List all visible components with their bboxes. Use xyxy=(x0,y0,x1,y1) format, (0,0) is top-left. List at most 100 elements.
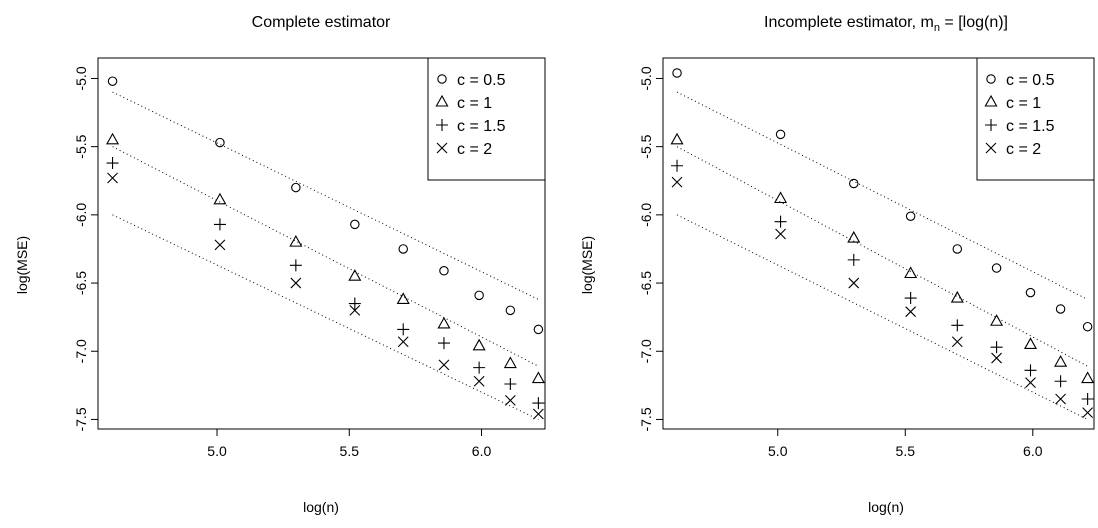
data-point xyxy=(990,314,1004,326)
legend-marker xyxy=(436,119,448,131)
reference-line xyxy=(676,214,1088,420)
data-point xyxy=(672,68,682,78)
data-point xyxy=(1054,355,1068,367)
reference-line xyxy=(112,91,539,300)
legend-label: c = 1.5 xyxy=(1006,118,1055,135)
data-point xyxy=(670,132,684,145)
y-tick-label: -6.0 xyxy=(638,203,654,227)
data-point xyxy=(847,230,861,243)
legend-marker xyxy=(984,94,998,107)
legend-label: c = 1 xyxy=(457,95,492,112)
x-axis-label: log(n) xyxy=(303,499,339,515)
data-point xyxy=(107,172,118,184)
y-axis-label: log(MSE) xyxy=(579,236,595,294)
legend-marker xyxy=(437,74,447,84)
reference-line xyxy=(676,146,1088,367)
data-point xyxy=(350,219,360,230)
series-triangle xyxy=(106,132,545,384)
data-point xyxy=(397,336,409,348)
data-point xyxy=(348,269,362,281)
series-circle xyxy=(672,68,1093,332)
legend: c = 0.5 c = 1 c = 1.5 c = 2 xyxy=(976,57,1095,181)
legend-label: c = 1 xyxy=(1006,95,1041,112)
legend-box xyxy=(427,57,546,181)
data-point xyxy=(107,76,118,86)
data-point xyxy=(438,359,450,371)
data-point xyxy=(775,129,786,140)
data-point xyxy=(1023,337,1038,349)
legend-label: c = 1.5 xyxy=(457,118,506,135)
data-point xyxy=(398,244,408,254)
title-main: Incomplete estimator, m xyxy=(764,14,934,31)
legend-label: c = 2 xyxy=(1006,141,1041,158)
panel-complete-estimator: Complete estimator log(n) log(MSE) 5.0 5.… xyxy=(14,14,546,515)
data-point xyxy=(848,277,860,289)
data-point xyxy=(474,290,484,301)
data-point xyxy=(951,319,964,332)
data-point xyxy=(1081,371,1095,384)
legend: c = 0.5 c = 1 c = 1.5 c = 2 xyxy=(427,57,546,181)
data-point xyxy=(951,336,963,348)
x-tick-label: 5.5 xyxy=(896,443,916,459)
y-tick-label: -6.5 xyxy=(638,271,654,295)
data-point xyxy=(533,324,544,335)
data-point xyxy=(1025,377,1036,389)
x-tick-label: 6.0 xyxy=(472,443,492,459)
data-point xyxy=(289,259,302,272)
data-point xyxy=(774,215,787,228)
data-point xyxy=(473,375,485,387)
data-point xyxy=(531,371,545,384)
data-point xyxy=(106,157,119,170)
data-point xyxy=(849,178,859,189)
data-point xyxy=(1054,375,1067,388)
data-point xyxy=(214,239,226,251)
data-point xyxy=(1025,287,1036,298)
data-point xyxy=(991,263,1002,273)
y-tick-label: -7.0 xyxy=(73,339,89,363)
legend-label: c = 0.5 xyxy=(1006,72,1055,89)
y-tick-label: -7.5 xyxy=(638,407,654,431)
data-point xyxy=(473,361,486,374)
series-plus xyxy=(671,159,1094,405)
data-point xyxy=(503,356,517,369)
series-cross xyxy=(671,176,1094,419)
data-point xyxy=(439,266,449,276)
reference-line xyxy=(676,91,1088,300)
legend-marker xyxy=(435,94,449,107)
data-point xyxy=(396,292,410,304)
legend-marker xyxy=(985,142,997,154)
data-point xyxy=(1081,392,1094,405)
y-tick-label: -7.0 xyxy=(638,339,654,363)
data-point xyxy=(1082,407,1094,419)
data-point xyxy=(1024,364,1037,377)
y-tick-label: -5.5 xyxy=(638,134,654,158)
series-plus xyxy=(106,157,545,410)
plot-frame xyxy=(662,57,1095,430)
data-point xyxy=(774,191,788,204)
data-point xyxy=(437,316,451,329)
data-point xyxy=(952,244,963,254)
x-tick-label: 6.0 xyxy=(1023,443,1043,459)
data-point xyxy=(1055,393,1066,405)
y-tick-label: -5.0 xyxy=(73,66,89,90)
reference-line xyxy=(112,214,539,420)
data-point xyxy=(397,323,410,336)
legend-box xyxy=(976,57,1095,181)
data-point xyxy=(990,341,1003,354)
data-point xyxy=(905,306,917,318)
y-axis-label: log(MSE) xyxy=(14,236,30,294)
data-point xyxy=(1055,304,1066,314)
chart-title: Incomplete estimator, mn = [log(n)] xyxy=(764,14,1008,34)
legend-marker xyxy=(986,74,996,84)
plot-frame xyxy=(97,57,546,430)
y-tick-label: -6.0 xyxy=(73,203,89,227)
data-point xyxy=(106,132,120,145)
title-rest: = [log(n)] xyxy=(940,14,1008,31)
data-point xyxy=(437,337,450,350)
data-point xyxy=(504,377,517,390)
y-tick-label: -5.5 xyxy=(73,134,89,158)
data-point xyxy=(504,394,516,406)
data-point xyxy=(290,277,302,289)
